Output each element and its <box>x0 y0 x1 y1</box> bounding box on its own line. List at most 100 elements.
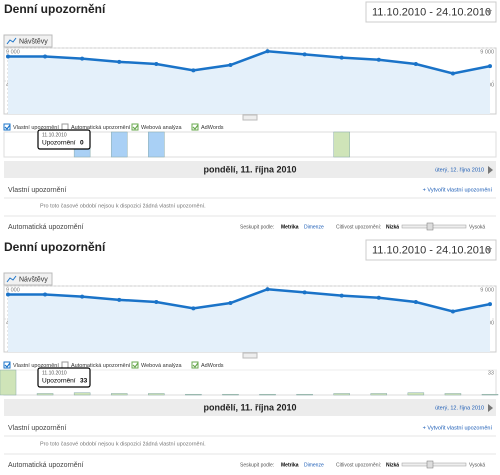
checkbox[interactable] <box>3 361 11 369</box>
point <box>302 52 307 57</box>
alert-bar <box>110 393 128 396</box>
y-tick-label: 33 <box>488 370 494 376</box>
check <box>4 124 11 130</box>
point <box>265 49 270 54</box>
area <box>8 51 490 114</box>
point <box>80 56 85 61</box>
point <box>154 61 159 66</box>
alert-bar <box>148 131 165 158</box>
tab-icon <box>6 275 17 283</box>
day-bar <box>4 161 496 178</box>
slider-thumb[interactable] <box>426 222 434 231</box>
current-day: pondělí, 11. října 2010 <box>203 402 296 412</box>
tooltip-value: 0 <box>80 140 84 147</box>
slider-thumb[interactable] <box>426 460 434 469</box>
next-day-link[interactable]: úterý, 12. října 2010 <box>435 405 484 411</box>
alert-bar <box>407 392 425 396</box>
check <box>192 362 199 368</box>
filter-label: Webová analýza <box>141 363 183 369</box>
point <box>228 301 233 306</box>
title: Denní upozornění <box>4 240 106 254</box>
point <box>413 61 418 66</box>
dropdown-arrow <box>486 248 492 252</box>
point <box>450 71 455 76</box>
alert-bar <box>0 369 17 396</box>
resize-handle[interactable] <box>242 114 258 121</box>
point <box>265 287 270 292</box>
filter-label: AdWords <box>201 363 224 369</box>
next-arrow[interactable] <box>488 404 493 412</box>
point <box>228 63 233 68</box>
alert-bar <box>73 392 91 396</box>
y-tick-label: 9 000 <box>6 287 20 293</box>
alert-bar <box>148 393 165 396</box>
filter-label: Webová analýza <box>141 125 183 131</box>
point <box>117 59 122 64</box>
filter-label: Automatická upozornění <box>71 363 131 369</box>
alert-bar <box>296 393 313 396</box>
section-heading: Vlastní upozornění <box>8 425 66 432</box>
create-link[interactable]: + Vytvořit vlastní upozornění <box>423 425 493 431</box>
checkbox[interactable] <box>61 361 69 369</box>
date-range-picker[interactable] <box>365 1 497 23</box>
point <box>376 295 381 300</box>
area <box>8 289 490 352</box>
slider-track[interactable] <box>401 224 467 229</box>
sensitivity-low: Nízká <box>386 224 399 230</box>
group-dimension[interactable]: Dimenze <box>304 462 324 468</box>
alert-bar <box>333 131 350 158</box>
slider-track[interactable] <box>401 462 467 467</box>
alert-bar <box>333 393 350 396</box>
tooltip-label: Upozornění <box>42 140 76 147</box>
alert-bar <box>444 393 462 396</box>
point <box>376 57 381 62</box>
filter-label: Vlastní upozornění <box>13 125 59 131</box>
checkbox[interactable] <box>191 361 199 369</box>
alert-bar <box>481 393 499 396</box>
checkbox[interactable] <box>61 123 69 131</box>
filter-label: AdWords <box>201 125 224 131</box>
point <box>43 292 48 297</box>
next-arrow[interactable] <box>488 166 493 174</box>
point <box>6 292 10 297</box>
y-tick-label: 9 000 <box>480 49 494 55</box>
next-day-link[interactable]: úterý, 12. října 2010 <box>435 167 484 173</box>
create-link[interactable]: + Vytvořit vlastní upozornění <box>423 187 493 193</box>
date-range: 11.10.2010 - 24.10.2010 <box>372 6 491 18</box>
point <box>339 293 344 298</box>
point <box>450 309 455 314</box>
tab-label: Návštěvy <box>19 276 48 283</box>
point <box>339 55 344 60</box>
date-range-picker[interactable] <box>365 239 497 261</box>
filter-label: Vlastní upozornění <box>13 363 59 369</box>
alert-bar <box>259 393 276 396</box>
y-tick-label: 9 000 <box>480 287 494 293</box>
checkbox[interactable] <box>3 123 11 131</box>
check <box>4 362 11 368</box>
dropdown-arrow <box>486 10 492 14</box>
empty-message: Pro toto časové období nejsou k dispozic… <box>40 203 206 209</box>
point <box>191 68 196 73</box>
alert-bar <box>185 393 202 396</box>
checkbox[interactable] <box>191 123 199 131</box>
point <box>117 297 122 302</box>
checkbox[interactable] <box>131 361 139 369</box>
tooltip <box>37 129 91 150</box>
line <box>8 287 491 313</box>
alert-bar <box>36 393 54 396</box>
tooltip-label: Upozornění <box>42 378 76 385</box>
point <box>191 306 196 311</box>
section-heading: Automatická upozornění <box>8 224 84 231</box>
point <box>6 54 10 59</box>
group-by-label: Seskupit podle: <box>240 224 274 230</box>
group-dimension[interactable]: Dimenze <box>304 224 324 230</box>
checkbox[interactable] <box>131 123 139 131</box>
y-tick-label: 9 000 <box>6 49 20 55</box>
sensitivity-label: Citlivost upozornění: <box>336 462 381 468</box>
tooltip-date: 11.10.2010 <box>42 370 67 376</box>
filter-label: Automatická upozornění <box>71 125 131 131</box>
group-metric: Metrika <box>281 224 299 230</box>
resize-handle[interactable] <box>242 352 258 359</box>
point <box>80 294 85 299</box>
